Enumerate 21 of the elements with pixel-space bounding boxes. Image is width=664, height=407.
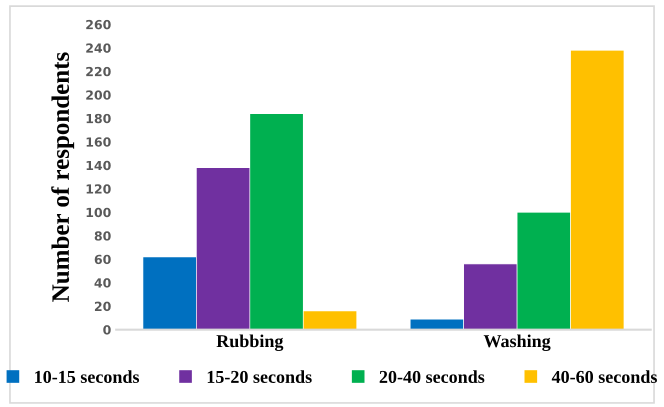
legend-label: 40-60 seconds <box>552 370 657 384</box>
y-tick-label: 40 <box>94 278 111 288</box>
legend-label: 20-40 seconds <box>380 370 484 384</box>
y-tick-label: 140 <box>86 160 111 170</box>
y-tick-label: 100 <box>86 208 111 218</box>
y-tick-label: 80 <box>94 231 111 241</box>
y-tick-label: 20 <box>94 302 111 312</box>
y-tick-label: 220 <box>86 66 111 76</box>
y-tick-label: 240 <box>86 43 111 53</box>
y-tick-label: 0 <box>103 325 111 335</box>
y-tick-label: 160 <box>86 137 111 147</box>
y-tick-label: 260 <box>86 20 111 30</box>
legend-label: 10-15 seconds <box>35 370 140 384</box>
y-tick-label: 200 <box>86 90 111 100</box>
y-axis-title: Number of respondents <box>51 52 74 302</box>
y-tick-label: 60 <box>94 254 111 264</box>
y-tick-label: 120 <box>86 184 111 194</box>
y-tick-label: 180 <box>86 114 111 124</box>
legend-label: 15-20 seconds <box>208 370 312 384</box>
x-tick-label: Rubbing <box>216 334 284 352</box>
x-tick-label: Washing <box>484 334 551 352</box>
